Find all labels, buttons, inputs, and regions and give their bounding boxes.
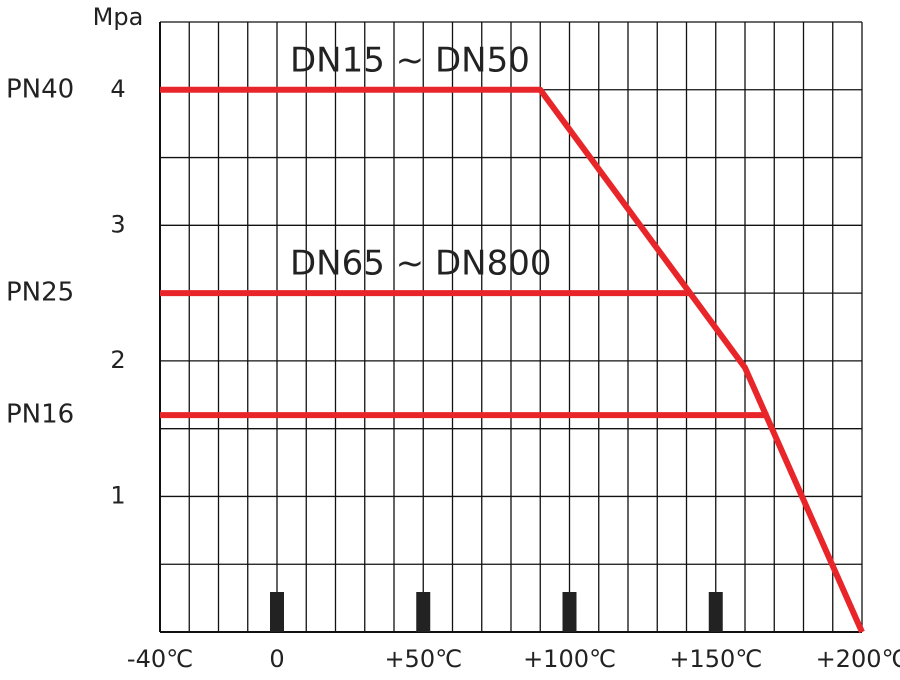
x-tick-label: +150℃ — [669, 645, 762, 673]
tick-mark — [562, 592, 577, 632]
series-label: DN65 ~ DN800 — [290, 244, 552, 284]
x-tick-label: -40℃ — [127, 645, 193, 673]
y-tick-label: 1 — [110, 481, 125, 509]
x-tick-label: +50℃ — [384, 645, 462, 673]
tick-mark — [270, 592, 284, 632]
tick-mark — [708, 592, 723, 632]
rating-line — [160, 86, 865, 634]
y-tick-label: 4 — [110, 75, 125, 103]
y-tick-label: 2 — [110, 346, 125, 374]
pressure-class-label: PN25 — [6, 278, 74, 308]
series-label: DN15 ~ DN50 — [290, 40, 530, 80]
x-tick-label: +200℃ — [816, 645, 900, 673]
x-tick-label: +100℃ — [523, 645, 616, 673]
tick-mark — [416, 592, 431, 632]
pressure-class-label: PN16 — [6, 400, 74, 430]
y-tick-label: 3 — [110, 210, 125, 238]
y-axis-label: Mpa — [93, 3, 144, 31]
pressure-class-label: PN40 — [6, 74, 74, 104]
x-tick-label: 0 — [269, 645, 284, 673]
